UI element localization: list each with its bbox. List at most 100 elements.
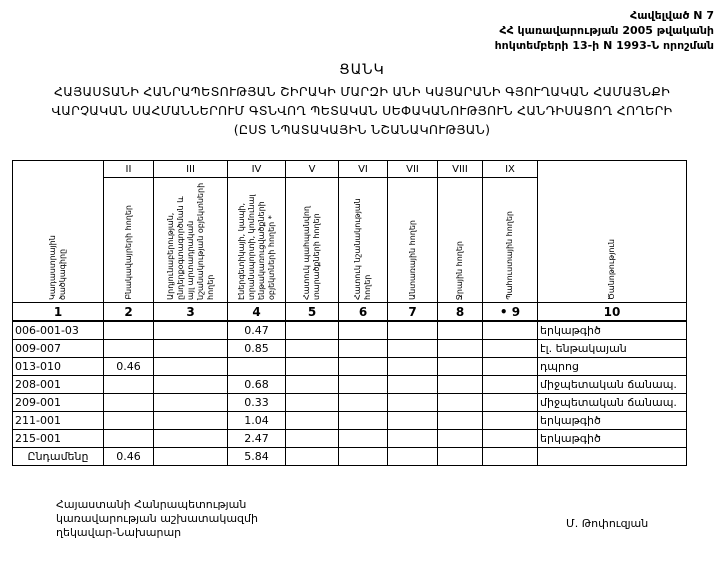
doc-subtitle: ՀԱՅԱՍՏԱՆԻ ՀԱՆՐԱՊԵՏՈՒԹՅԱՆ ՇԻՐԱԿԻ ՄԱՐԶԻ ԱՆ… [0, 82, 724, 139]
table-cell: միջպետական ճանապ. [537, 393, 687, 412]
table-cell: միջպետական ճանապ. [537, 375, 687, 394]
table-cell: 208-001 [12, 375, 104, 394]
header-cell: Պահուստային հողեր [482, 177, 538, 303]
table-cell [285, 429, 339, 448]
table-cell: 0.47 [227, 320, 286, 340]
table-cell [153, 429, 228, 448]
signatory-position: Հայաստանի Հանրապետության կառավարության ա… [56, 498, 258, 540]
table-cell [387, 357, 438, 376]
table-cell [387, 320, 438, 340]
table-cell: 0.68 [227, 375, 286, 394]
roman-header-row: Կադաստրային ծածկագիրը II III IV V VI VII VIII IX… [12, 160, 687, 303]
table-cell: 006-001-03 [12, 320, 104, 340]
table-cell [285, 393, 339, 412]
header-label: Էներգետիկայի, կապի, տրանսպորտի, կոմունալ… [236, 194, 276, 300]
table-row: 006-001-03 0.47 երկաթգիծ [12, 320, 687, 340]
table-cell: 2.47 [227, 429, 286, 448]
roman-cell: VII [387, 160, 438, 178]
roman-cell: VIII [437, 160, 483, 178]
header-cell: Կադաստրային ծածկագիրը [12, 160, 104, 303]
table-cell [103, 393, 154, 412]
table-cell: 0.85 [227, 339, 286, 358]
table-cell [338, 375, 388, 394]
table-cell [285, 320, 339, 340]
subtitle-line: (ԸՍՏ ՆՊԱՏԱԿԱՅԻՆ ՆՇԱՆԱԿՈՒԹՅԱՆ) [233, 122, 491, 137]
table-cell [285, 357, 339, 376]
table-cell: 215-001 [12, 429, 104, 448]
table-cell: 009-007 [12, 339, 104, 358]
table-row: 215-001 2.47 երկաթգիծ [12, 429, 687, 448]
table-cell: երկաթգիծ [537, 320, 687, 340]
subtitle-line: ՀԱՅԱՍՏԱՆԻ ՀԱՆՐԱՊԵՏՈՒԹՅԱՆ ՇԻՐԱԿԻ ՄԱՐԶԻ ԱՆ… [53, 84, 671, 99]
table-cell: 0.33 [227, 393, 286, 412]
roman-cell: V [285, 160, 339, 178]
roman-cell: IX [482, 160, 538, 178]
table-row: 211-001 1.04 երկաթգիծ [12, 411, 687, 430]
table-cell [153, 339, 228, 358]
table-cell [482, 411, 538, 430]
table-cell [482, 375, 538, 394]
column-number: 8 [437, 302, 483, 322]
column-number: 3 [153, 302, 228, 322]
table-cell [537, 447, 687, 466]
table-cell [387, 375, 438, 394]
header-label: Կադաստրային ծածկագիրը [48, 235, 67, 300]
table-cell [153, 375, 228, 394]
table-row: 009-007 0.85 էլ. ենթակայան [12, 339, 687, 358]
table-cell [437, 411, 483, 430]
column-number: • 9 [482, 302, 538, 322]
position-line: կառավարության աշխատակազմի [56, 512, 258, 525]
header-cell: Ջրային հողեր [437, 177, 483, 303]
table-cell [387, 339, 438, 358]
table-cell [285, 447, 339, 466]
table-cell [153, 357, 228, 376]
column-number: 7 [387, 302, 438, 322]
table-cell: Ընդամենը [12, 447, 104, 466]
table-cell [338, 447, 388, 466]
table-cell [387, 411, 438, 430]
header-cell: Հատուկ պահպանվող տարածքների հողեր [285, 177, 339, 303]
table-cell [482, 429, 538, 448]
table-cell: 211-001 [12, 411, 104, 430]
table-cell: երկաթգիծ [537, 411, 687, 430]
roman-cell: VI [338, 160, 388, 178]
table-cell: երկաթգիծ [537, 429, 687, 448]
column-number: 1 [12, 302, 104, 322]
table-cell [482, 339, 538, 358]
appendix-note: Հավելված N 7 ՀՀ կառավարության 2005 թվակա… [495, 8, 714, 53]
header-cell: Էներգետիկայի, կապի, տրանսպորտի, կոմունալ… [227, 177, 286, 303]
header-label: Բնակավայրերի հողեր [123, 205, 133, 300]
header-label: Պահուստային հողեր [505, 211, 514, 300]
header-label: Ջրային հողեր [455, 240, 464, 300]
table-cell: դպրոց [537, 357, 687, 376]
table-cell [437, 339, 483, 358]
table-cell [227, 357, 286, 376]
table-cell: 0.46 [103, 447, 154, 466]
table-cell [153, 447, 228, 466]
header-cell: Անտառային հողեր [387, 177, 438, 303]
column-number: 6 [338, 302, 388, 322]
column-number: 4 [227, 302, 286, 322]
header-cell: Հատուկ նշանակության հողեր [338, 177, 388, 303]
header-row: Բնակավայրերի հողեր Արդյունաբերության, ընդ… [13, 177, 687, 303]
table-cell [103, 375, 154, 394]
table-cell [103, 429, 154, 448]
doc-title: ՑԱՆԿ [339, 62, 385, 78]
table-cell [338, 393, 388, 412]
table-cell [437, 357, 483, 376]
table-cell: 0.46 [103, 357, 154, 376]
header-label: Հատուկ պահպանվող տարածքների հողեր [302, 206, 321, 300]
table-cell [437, 393, 483, 412]
appendix-line: հոկտեմբերի 13-ի N 1993-Ն որոշման [494, 39, 714, 52]
land-table: Կադաստրային ծածկագիրը II III IV V VI VII VIII IX… [12, 160, 687, 466]
header-label: Ծանոթություն [607, 239, 616, 300]
header-cell: Բնակավայրերի հողեր [103, 177, 154, 303]
signatory-name: Մ. Թոփուզյան [566, 517, 649, 530]
header-cell: Ծանոթություն [537, 160, 687, 303]
table-cell [338, 429, 388, 448]
table-cell [387, 393, 438, 412]
table-cell: 209-001 [12, 393, 104, 412]
table-cell [482, 357, 538, 376]
roman-cell: II [103, 160, 154, 178]
table-cell [437, 429, 483, 448]
